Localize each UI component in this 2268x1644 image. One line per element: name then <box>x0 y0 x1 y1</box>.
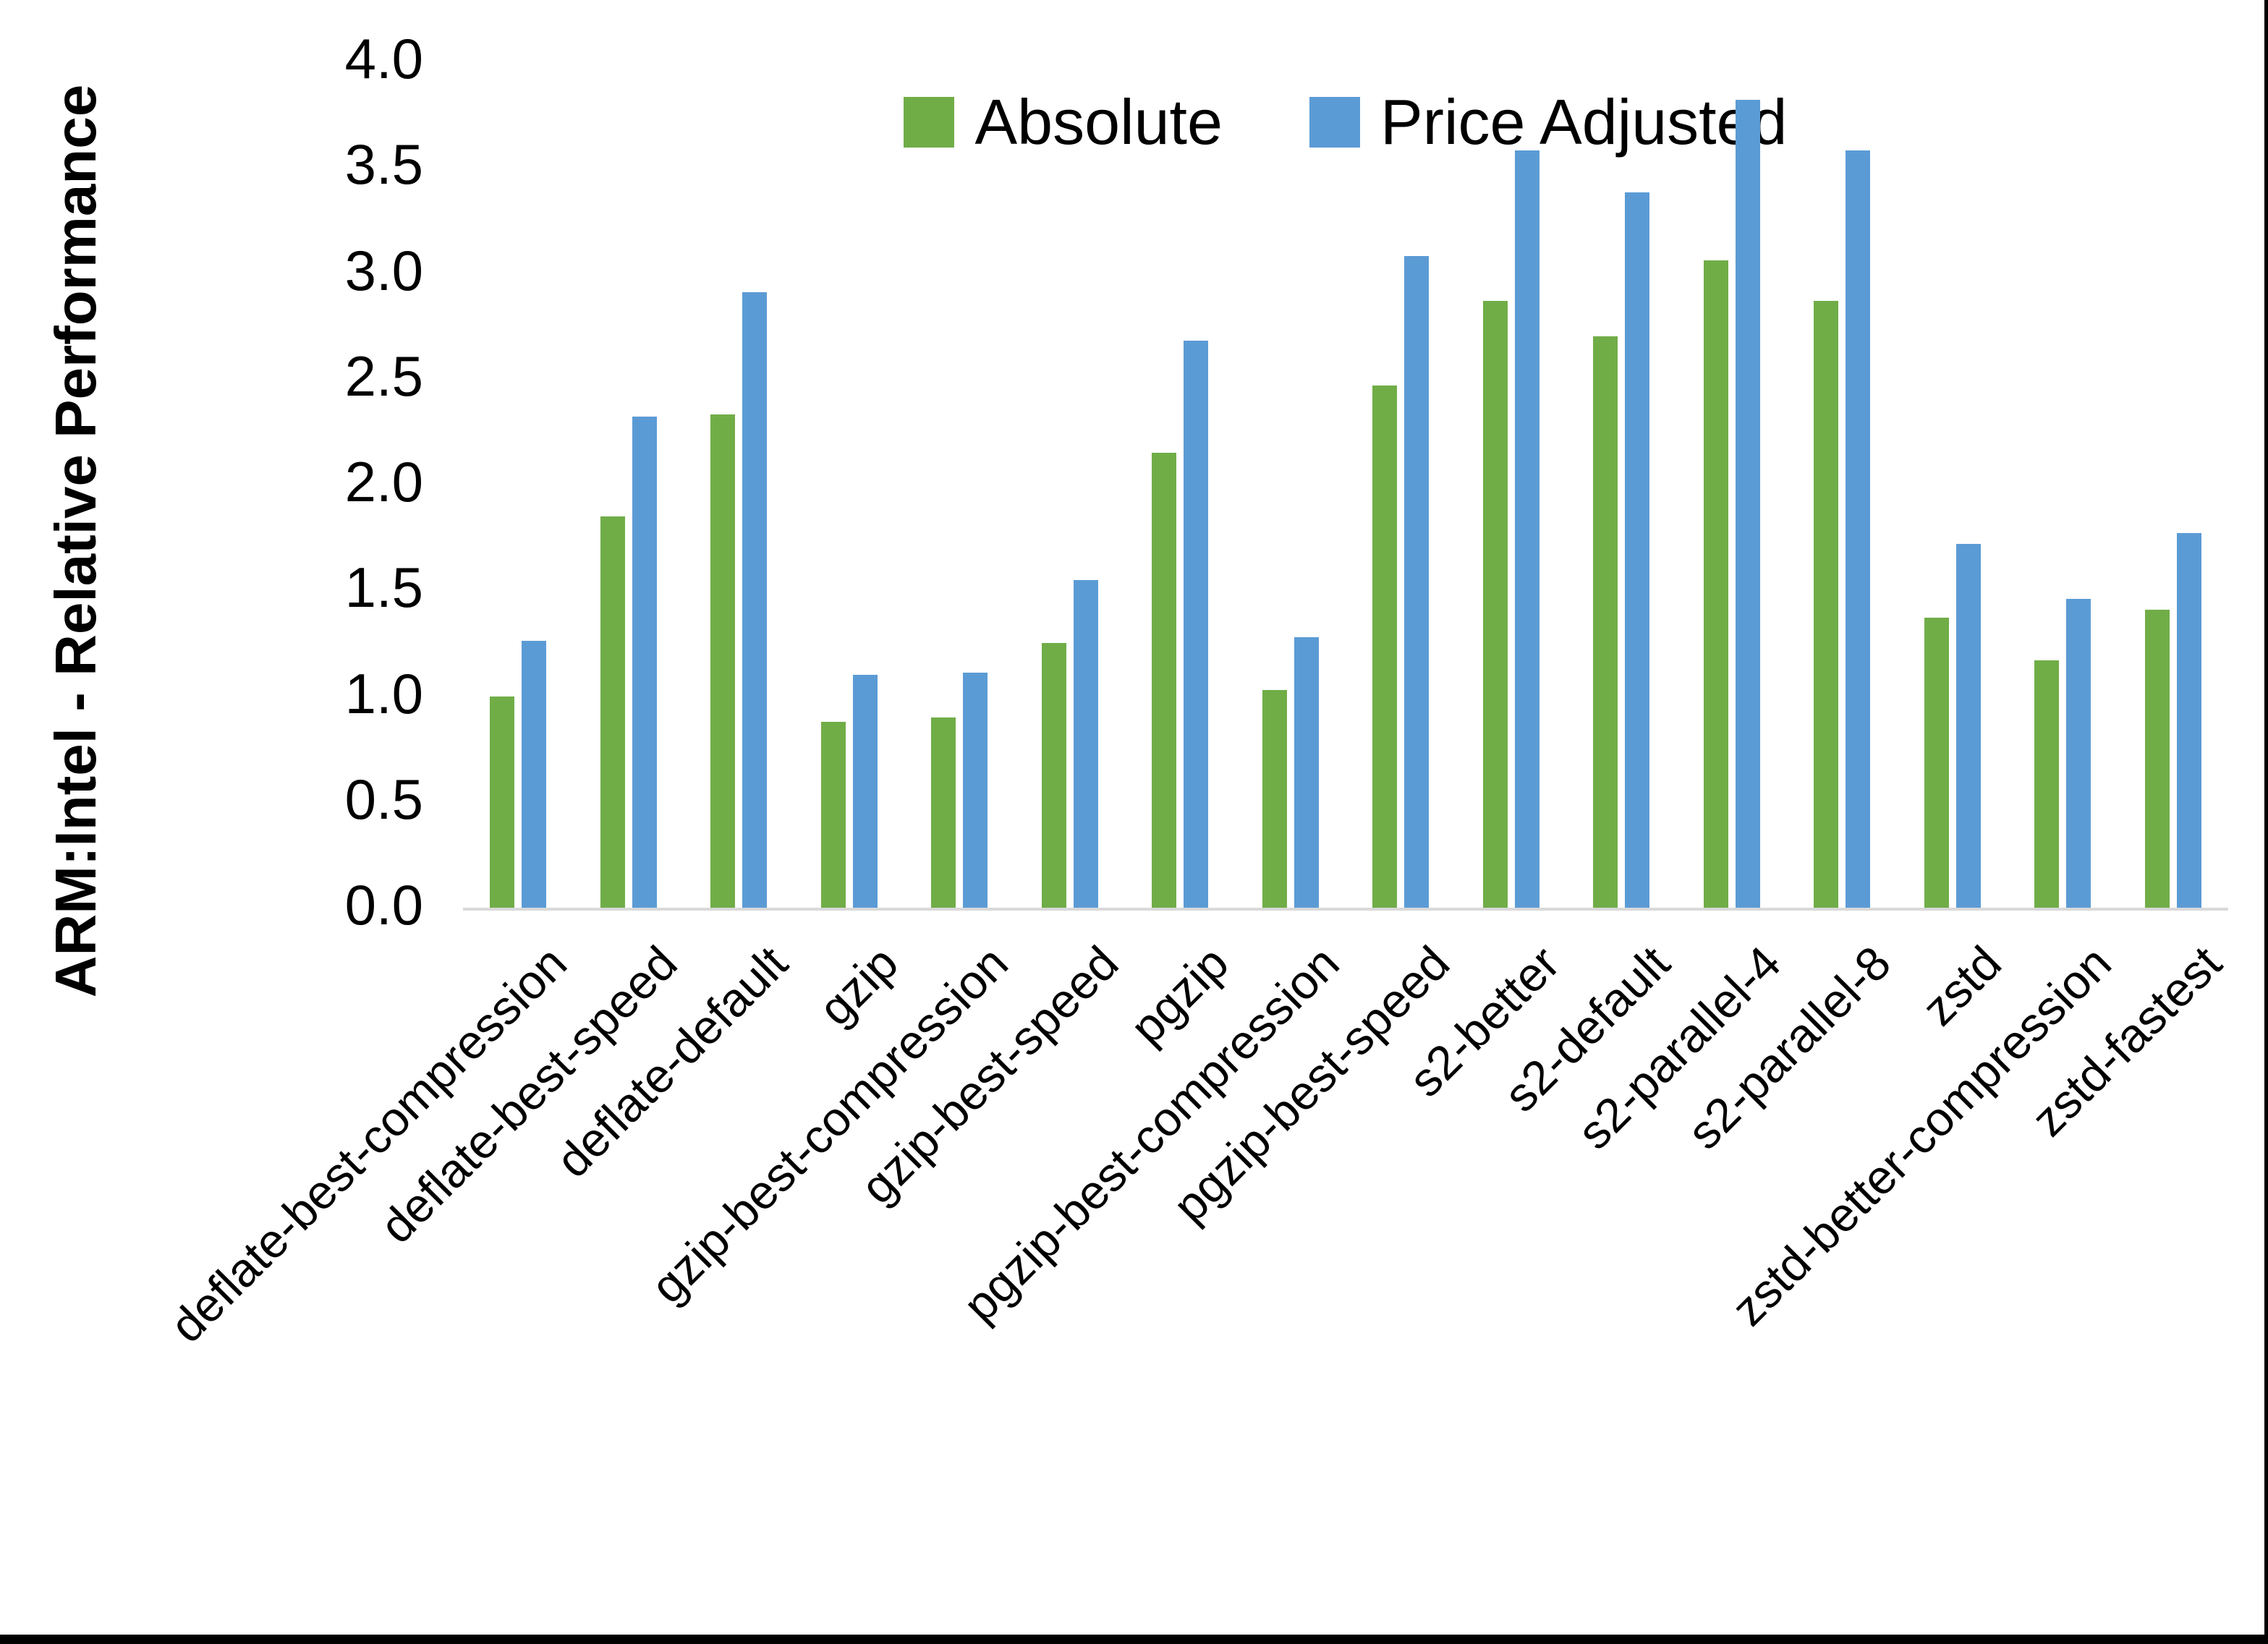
bar-price-adjusted-deflate-best-compression <box>522 641 547 908</box>
bar-group-pgzip <box>1125 61 1236 908</box>
bar-absolute-pgzip-best-speed <box>1372 385 1398 908</box>
bar-price-adjusted-s2-better <box>1514 150 1539 908</box>
y-tick-1.0: 1.0 <box>344 661 423 725</box>
bar-group-deflate-best-speed <box>574 61 684 908</box>
bar-group-zstd-fastest <box>2118 61 2229 908</box>
bar-absolute-deflate-best-compression <box>490 696 515 908</box>
bar-absolute-deflate-default <box>710 414 736 908</box>
y-tick-0.0: 0.0 <box>344 872 423 937</box>
legend-swatch-absolute <box>904 97 955 148</box>
figure-bottom-border <box>0 1635 2268 1644</box>
figure-right-border <box>2264 0 2268 1644</box>
bar-group-zstd <box>1898 61 2008 908</box>
bar-price-adjusted-pgzip-best-compression <box>1294 636 1319 908</box>
x-axis-line <box>463 908 2228 911</box>
bar-group-pgzip-best-compression <box>1236 61 1346 908</box>
bar-group-deflate-best-compression <box>463 61 574 908</box>
legend-swatch-price-adjusted <box>1309 97 1360 148</box>
bar-price-adjusted-zstd-fastest <box>2176 533 2201 908</box>
bar-group-s2-better <box>1456 61 1567 908</box>
bar-group-gzip-best-speed <box>1015 61 1126 908</box>
bar-price-adjusted-pgzip <box>1184 341 1209 908</box>
y-tick-2.5: 2.5 <box>344 344 423 408</box>
plot-area <box>463 61 2228 911</box>
legend-item-price-adjusted: Price Adjusted <box>1309 85 1788 159</box>
legend-item-absolute: Absolute <box>904 85 1223 159</box>
y-tick-4.0: 4.0 <box>344 26 423 90</box>
bar-group-s2-parallel-4 <box>1677 61 1788 908</box>
bar-price-adjusted-gzip-best-compression <box>963 673 988 908</box>
bar-group-zstd-better-compression <box>2008 61 2118 908</box>
bar-group-gzip <box>794 61 905 908</box>
y-tick-1.5: 1.5 <box>344 555 423 620</box>
bar-group-deflate-default <box>684 61 794 908</box>
bar-group-gzip-best-compression <box>904 61 1015 908</box>
y-axis-title: ARM:Intel - Relative Performance <box>43 84 108 998</box>
bar-absolute-s2-parallel-4 <box>1703 260 1728 908</box>
bar-price-adjusted-gzip-best-speed <box>1073 579 1098 908</box>
bar-price-adjusted-zstd <box>1955 543 1981 908</box>
bar-price-adjusted-s2-parallel-4 <box>1735 99 1760 908</box>
bar-absolute-s2-parallel-8 <box>1814 300 1839 908</box>
bar-price-adjusted-s2-default <box>1625 192 1650 908</box>
y-tick-2.0: 2.0 <box>344 449 423 514</box>
chart-legend: Absolute Price Adjusted <box>463 85 2228 159</box>
y-tick-0.5: 0.5 <box>344 767 423 831</box>
bar-absolute-zstd <box>1924 618 1949 908</box>
bar-price-adjusted-s2-parallel-8 <box>1846 150 1871 908</box>
bar-absolute-pgzip <box>1152 453 1177 908</box>
bar-price-adjusted-gzip <box>852 675 878 908</box>
bar-absolute-pgzip-best-compression <box>1262 689 1287 908</box>
bar-price-adjusted-pgzip-best-speed <box>1404 256 1430 908</box>
bar-price-adjusted-deflate-default <box>742 291 768 908</box>
bar-absolute-gzip-best-speed <box>1041 643 1066 908</box>
legend-label: Absolute <box>974 86 1223 158</box>
bar-absolute-gzip-best-compression <box>931 717 956 908</box>
bar-group-s2-default <box>1566 61 1677 908</box>
bar-price-adjusted-deflate-best-speed <box>632 417 657 908</box>
bar-absolute-zstd-better-compression <box>2034 660 2060 908</box>
bar-absolute-gzip <box>820 721 846 908</box>
bar-group-pgzip-best-speed <box>1346 61 1456 908</box>
bar-absolute-s2-default <box>1593 336 1618 908</box>
bar-absolute-deflate-best-speed <box>600 516 625 908</box>
bar-absolute-s2-better <box>1482 300 1508 908</box>
bar-series-container <box>463 61 2228 908</box>
bar-price-adjusted-zstd-better-compression <box>2066 598 2091 908</box>
y-tick-3.5: 3.5 <box>344 132 423 197</box>
bar-group-s2-parallel-8 <box>1787 61 1898 908</box>
legend-label: Price Adjusted <box>1380 86 1788 158</box>
bar-absolute-zstd-fastest <box>2144 609 2170 908</box>
y-tick-3.0: 3.0 <box>344 238 423 302</box>
